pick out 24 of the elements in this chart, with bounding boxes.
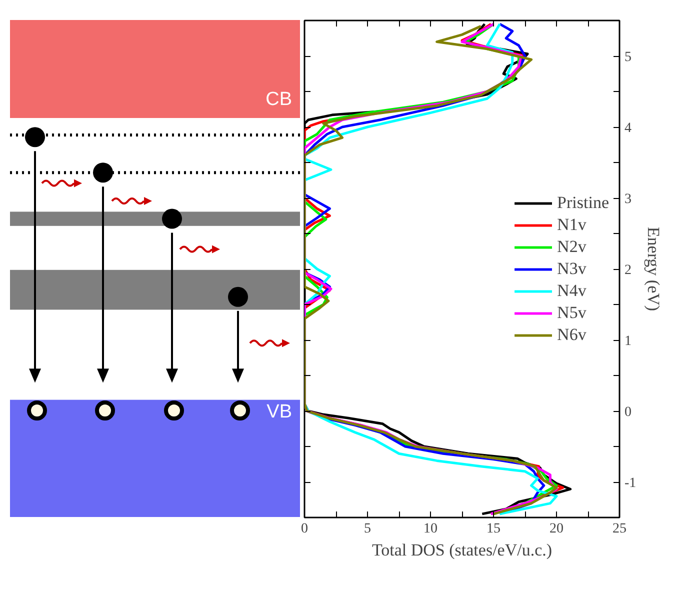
x-axis-title: Total DOS (states/eV/u.c.) <box>372 540 552 560</box>
legend-label: N1v <box>557 214 586 234</box>
y-tick-label: 4 <box>624 121 632 136</box>
y-tick-label: -1 <box>624 476 636 491</box>
y-tick-label: 0 <box>624 405 632 420</box>
y-tick-label: 5 <box>624 50 632 65</box>
legend-label: Pristine <box>557 192 609 212</box>
x-tick-label: 5 <box>364 522 371 536</box>
x-tick-label: 20 <box>550 522 564 536</box>
y-tick-label: 1 <box>624 334 632 349</box>
y-tick-label: 2 <box>624 263 632 278</box>
x-tick-label: 25 <box>612 522 626 536</box>
text: CB <box>266 89 292 110</box>
legend-label: N2v <box>557 236 586 256</box>
legend-label: N4v <box>557 280 586 300</box>
x-tick-label: 15 <box>486 522 500 536</box>
x-tick-label: 0 <box>301 522 308 536</box>
legend-label: N6v <box>557 324 586 344</box>
y-axis-title: Energy (eV) <box>644 226 664 312</box>
x-tick-label: 10 <box>424 522 438 536</box>
legend-label: N3v <box>557 258 586 278</box>
legend-label: N5v <box>557 302 586 322</box>
y-tick-label: 3 <box>624 192 632 207</box>
text: VB <box>266 402 292 423</box>
